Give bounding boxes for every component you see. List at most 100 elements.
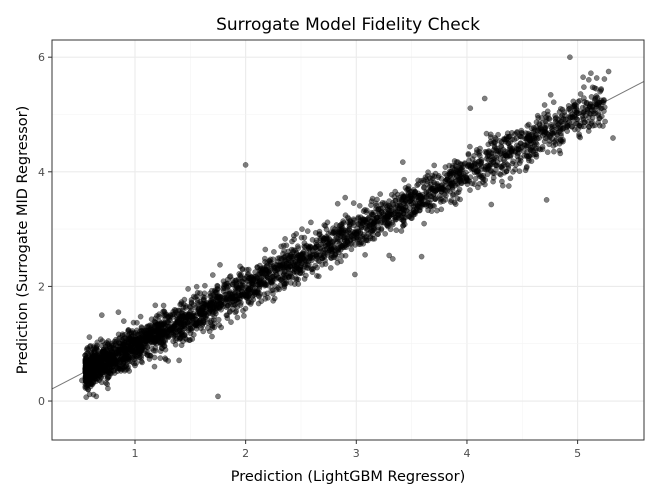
data-point bbox=[544, 149, 551, 155]
data-point bbox=[109, 340, 115, 347]
data-point bbox=[200, 305, 207, 311]
data-point bbox=[204, 300, 211, 307]
data-point bbox=[556, 147, 563, 154]
plot-frame bbox=[51, 39, 645, 441]
data-point bbox=[576, 131, 582, 137]
data-point bbox=[322, 261, 329, 267]
data-point bbox=[539, 146, 546, 153]
data-point bbox=[368, 202, 374, 208]
data-point bbox=[402, 203, 409, 210]
data-point bbox=[561, 112, 568, 118]
data-point bbox=[419, 200, 426, 206]
data-point bbox=[422, 174, 429, 180]
data-point bbox=[214, 289, 220, 295]
data-point bbox=[212, 308, 219, 315]
data-point bbox=[463, 169, 469, 176]
data-point bbox=[543, 130, 550, 136]
data-point bbox=[525, 121, 532, 128]
data-point bbox=[101, 355, 107, 362]
data-point bbox=[215, 393, 221, 400]
data-point bbox=[579, 104, 586, 111]
data-point bbox=[174, 321, 180, 328]
data-point bbox=[99, 338, 106, 344]
data-point bbox=[316, 258, 323, 265]
data-point bbox=[350, 200, 357, 206]
data-point bbox=[397, 209, 404, 216]
data-point bbox=[549, 123, 556, 130]
data-point bbox=[381, 219, 388, 226]
data-point bbox=[216, 322, 222, 328]
data-point bbox=[355, 214, 362, 220]
data-point bbox=[303, 272, 309, 279]
data-point bbox=[156, 322, 162, 328]
data-point bbox=[339, 253, 345, 259]
data-point bbox=[165, 332, 172, 339]
x-tick-label: 1 bbox=[131, 447, 138, 460]
data-point bbox=[91, 358, 97, 364]
data-point bbox=[488, 201, 495, 208]
data-point bbox=[385, 207, 392, 214]
data-point bbox=[459, 161, 465, 168]
data-point bbox=[480, 179, 486, 185]
data-point bbox=[414, 182, 420, 189]
data-point bbox=[225, 303, 231, 309]
data-point bbox=[505, 183, 512, 189]
data-point bbox=[201, 294, 208, 301]
data-point bbox=[202, 282, 208, 289]
data-point bbox=[558, 137, 564, 144]
data-point bbox=[408, 192, 415, 198]
data-point bbox=[125, 358, 131, 364]
x-tick-label: 2 bbox=[242, 447, 249, 460]
data-point bbox=[270, 290, 276, 297]
data-point bbox=[591, 85, 598, 91]
data-point bbox=[285, 264, 291, 271]
data-point bbox=[490, 150, 496, 156]
data-point bbox=[303, 264, 310, 271]
data-point bbox=[124, 346, 131, 353]
data-point bbox=[437, 195, 444, 201]
data-point bbox=[149, 324, 155, 331]
data-point bbox=[580, 116, 587, 123]
data-point bbox=[83, 368, 90, 375]
data-point bbox=[389, 219, 395, 226]
data-point bbox=[472, 175, 479, 182]
data-point bbox=[389, 256, 396, 262]
data-point bbox=[466, 157, 472, 164]
data-point bbox=[211, 320, 218, 327]
data-point bbox=[577, 91, 584, 97]
data-point bbox=[185, 286, 191, 292]
data-point bbox=[588, 70, 594, 76]
data-point bbox=[142, 335, 149, 341]
data-point bbox=[156, 311, 162, 318]
data-point bbox=[285, 255, 292, 262]
data-point bbox=[444, 172, 450, 179]
data-point bbox=[501, 169, 508, 176]
data-point bbox=[209, 272, 216, 278]
data-point bbox=[190, 316, 196, 323]
data-point bbox=[483, 163, 489, 170]
data-point bbox=[490, 178, 496, 185]
data-point bbox=[323, 226, 330, 233]
data-point bbox=[432, 195, 439, 201]
data-point bbox=[372, 200, 379, 207]
data-point bbox=[313, 237, 320, 244]
data-point bbox=[244, 278, 251, 285]
data-point bbox=[160, 302, 167, 309]
data-point bbox=[416, 207, 423, 213]
data-point bbox=[260, 279, 267, 285]
data-point bbox=[117, 343, 123, 350]
data-point bbox=[602, 118, 608, 125]
data-point bbox=[206, 310, 213, 317]
data-point bbox=[324, 219, 331, 226]
data-point bbox=[400, 223, 406, 229]
data-point bbox=[240, 307, 246, 314]
data-point bbox=[431, 162, 438, 169]
data-point bbox=[169, 325, 175, 331]
x-tick-label: 5 bbox=[574, 447, 581, 460]
data-point bbox=[348, 246, 355, 253]
data-point bbox=[119, 363, 126, 369]
data-point bbox=[342, 240, 348, 247]
data-point bbox=[283, 272, 290, 279]
data-point bbox=[379, 205, 386, 211]
data-point bbox=[580, 74, 586, 80]
